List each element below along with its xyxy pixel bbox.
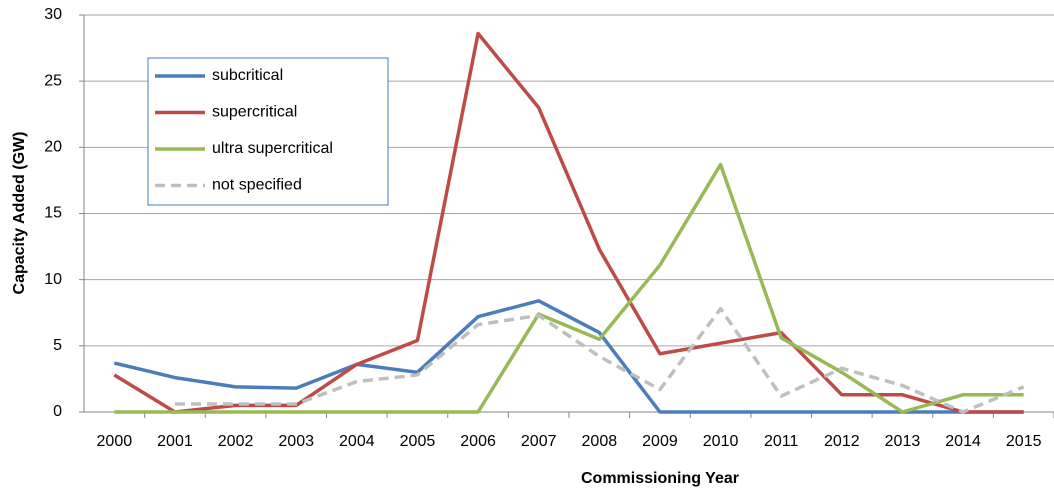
y-axis-title: Capacity Added (GW) bbox=[11, 132, 28, 295]
x-tick-label: 2001 bbox=[157, 433, 193, 450]
x-tick-label: 2009 bbox=[642, 433, 678, 450]
x-tick-label: 2005 bbox=[400, 433, 436, 450]
x-tick-label: 2008 bbox=[582, 433, 618, 450]
x-tick-label: 2004 bbox=[339, 433, 375, 450]
y-tick-label: 5 bbox=[53, 337, 62, 354]
x-tick-label: 2011 bbox=[764, 433, 799, 450]
legend-box bbox=[147, 57, 389, 206]
legend-label: subcritical bbox=[212, 67, 283, 84]
y-tick-label: 20 bbox=[44, 139, 62, 156]
y-tick-label: 15 bbox=[44, 205, 62, 222]
x-tick-label: 2012 bbox=[824, 433, 860, 450]
x-tick-label: 2013 bbox=[885, 433, 921, 450]
line-series bbox=[113, 31, 1024, 414]
x-tick-label: 2010 bbox=[703, 433, 739, 450]
x-tick-label: 2006 bbox=[460, 433, 496, 450]
y-tick-label: 30 bbox=[44, 6, 62, 23]
x-axis-title: Commissioning Year bbox=[581, 470, 739, 487]
legend-label: ultra supercritical bbox=[212, 140, 333, 157]
x-tick-label: 2007 bbox=[521, 433, 557, 450]
x-tick-label: 2000 bbox=[97, 433, 133, 450]
x-tick-label: 2003 bbox=[278, 433, 314, 450]
y-tick-label: 10 bbox=[44, 271, 62, 288]
y-tick-label: 0 bbox=[53, 403, 62, 420]
legend-label: not specified bbox=[212, 177, 302, 194]
x-tick-label: 2002 bbox=[218, 433, 254, 450]
x-tick-label: 2015 bbox=[1006, 433, 1042, 450]
legend-label: supercritical bbox=[212, 104, 297, 121]
x-tick-label: 2014 bbox=[945, 433, 981, 450]
line-series bbox=[114, 162, 1024, 414]
y-tick-label: 25 bbox=[44, 72, 62, 89]
line-series bbox=[113, 299, 1024, 414]
legend: subcritical supercritical ultra supercriti… bbox=[147, 57, 389, 206]
